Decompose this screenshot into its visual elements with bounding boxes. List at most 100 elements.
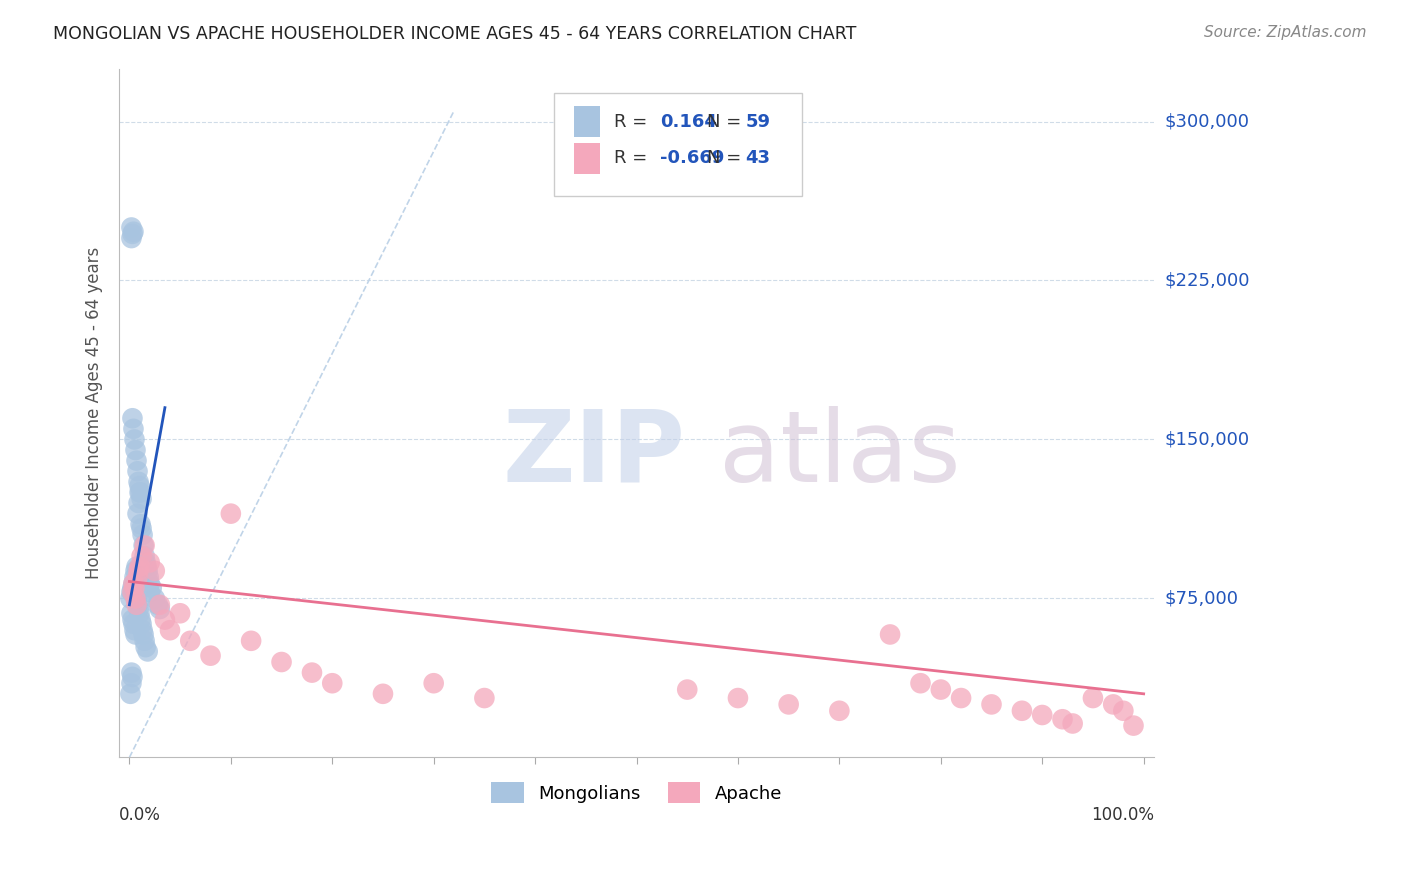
Point	[138, 585, 160, 599]
Text: Source: ZipAtlas.com: Source: ZipAtlas.com	[1204, 25, 1367, 40]
Point	[1011, 704, 1033, 718]
Point	[128, 607, 150, 621]
Point	[321, 676, 343, 690]
Point	[121, 227, 143, 241]
Point	[127, 598, 149, 612]
Point	[143, 591, 166, 606]
Point	[270, 655, 292, 669]
Text: 0.0%: 0.0%	[120, 805, 162, 823]
Point	[980, 698, 1002, 712]
Point	[121, 581, 143, 595]
Point	[124, 627, 146, 641]
Point	[127, 507, 149, 521]
Point	[124, 433, 146, 447]
Text: ZIP: ZIP	[502, 406, 685, 503]
Point	[474, 691, 496, 706]
Point	[828, 704, 851, 718]
Point	[128, 475, 150, 489]
Point	[122, 616, 145, 631]
Point	[131, 549, 153, 563]
Legend: Mongolians, Apache: Mongolians, Apache	[484, 775, 789, 810]
Point	[134, 538, 156, 552]
Point	[1122, 718, 1144, 732]
Point	[135, 640, 157, 655]
Point	[134, 549, 156, 563]
Text: MONGOLIAN VS APACHE HOUSEHOLDER INCOME AGES 45 - 64 YEARS CORRELATION CHART: MONGOLIAN VS APACHE HOUSEHOLDER INCOME A…	[53, 25, 856, 43]
Point	[1112, 704, 1135, 718]
Point	[153, 613, 176, 627]
Text: $75,000: $75,000	[1166, 590, 1239, 607]
Point	[120, 220, 142, 235]
Point	[125, 453, 148, 467]
Text: 43: 43	[745, 149, 770, 167]
Y-axis label: Householder Income Ages 45 - 64 years: Householder Income Ages 45 - 64 years	[86, 247, 103, 579]
Point	[129, 485, 152, 500]
Point	[125, 591, 148, 606]
Text: -0.669: -0.669	[661, 149, 724, 167]
Point	[159, 624, 181, 638]
Text: R =: R =	[614, 112, 652, 130]
Text: 59: 59	[745, 112, 770, 130]
Point	[1062, 716, 1084, 731]
Point	[131, 528, 153, 542]
Point	[122, 225, 145, 239]
Point	[200, 648, 222, 663]
Point	[219, 507, 242, 521]
Point	[122, 422, 145, 436]
Point	[125, 559, 148, 574]
Point	[138, 576, 160, 591]
Point	[124, 591, 146, 606]
Point	[120, 591, 142, 606]
Point	[128, 496, 150, 510]
Point	[124, 581, 146, 595]
Text: R =: R =	[614, 149, 652, 167]
Point	[120, 687, 142, 701]
Point	[1031, 708, 1053, 723]
Point	[131, 491, 153, 506]
Point	[138, 555, 160, 569]
Point	[128, 559, 150, 574]
Point	[1052, 712, 1074, 726]
Point	[950, 691, 973, 706]
Point	[121, 411, 143, 425]
Point	[169, 607, 191, 621]
Point	[879, 627, 901, 641]
Point	[135, 555, 157, 569]
Point	[124, 564, 146, 578]
Text: 0.164: 0.164	[661, 112, 717, 130]
Text: atlas: atlas	[720, 406, 960, 503]
Point	[1081, 691, 1104, 706]
FancyBboxPatch shape	[575, 106, 600, 137]
Point	[120, 665, 142, 680]
Point	[149, 598, 172, 612]
Point	[727, 691, 749, 706]
Point	[131, 521, 153, 535]
Text: 100.0%: 100.0%	[1091, 805, 1154, 823]
Text: $225,000: $225,000	[1166, 271, 1250, 290]
Point	[127, 464, 149, 478]
Point	[124, 570, 146, 584]
Text: $150,000: $150,000	[1166, 431, 1250, 449]
Point	[120, 585, 142, 599]
Point	[121, 585, 143, 599]
Point	[127, 570, 149, 584]
Point	[676, 682, 699, 697]
FancyBboxPatch shape	[575, 143, 600, 174]
Point	[128, 602, 150, 616]
Point	[422, 676, 444, 690]
Point	[778, 698, 800, 712]
FancyBboxPatch shape	[554, 93, 801, 196]
Point	[131, 616, 153, 631]
Point	[121, 613, 143, 627]
Point	[301, 665, 323, 680]
Point	[121, 670, 143, 684]
Point	[135, 559, 157, 574]
Point	[129, 613, 152, 627]
Point	[129, 517, 152, 532]
Point	[125, 598, 148, 612]
Point	[179, 633, 201, 648]
Text: $300,000: $300,000	[1166, 112, 1250, 130]
Point	[120, 607, 142, 621]
Text: N =: N =	[707, 112, 747, 130]
Point	[240, 633, 263, 648]
